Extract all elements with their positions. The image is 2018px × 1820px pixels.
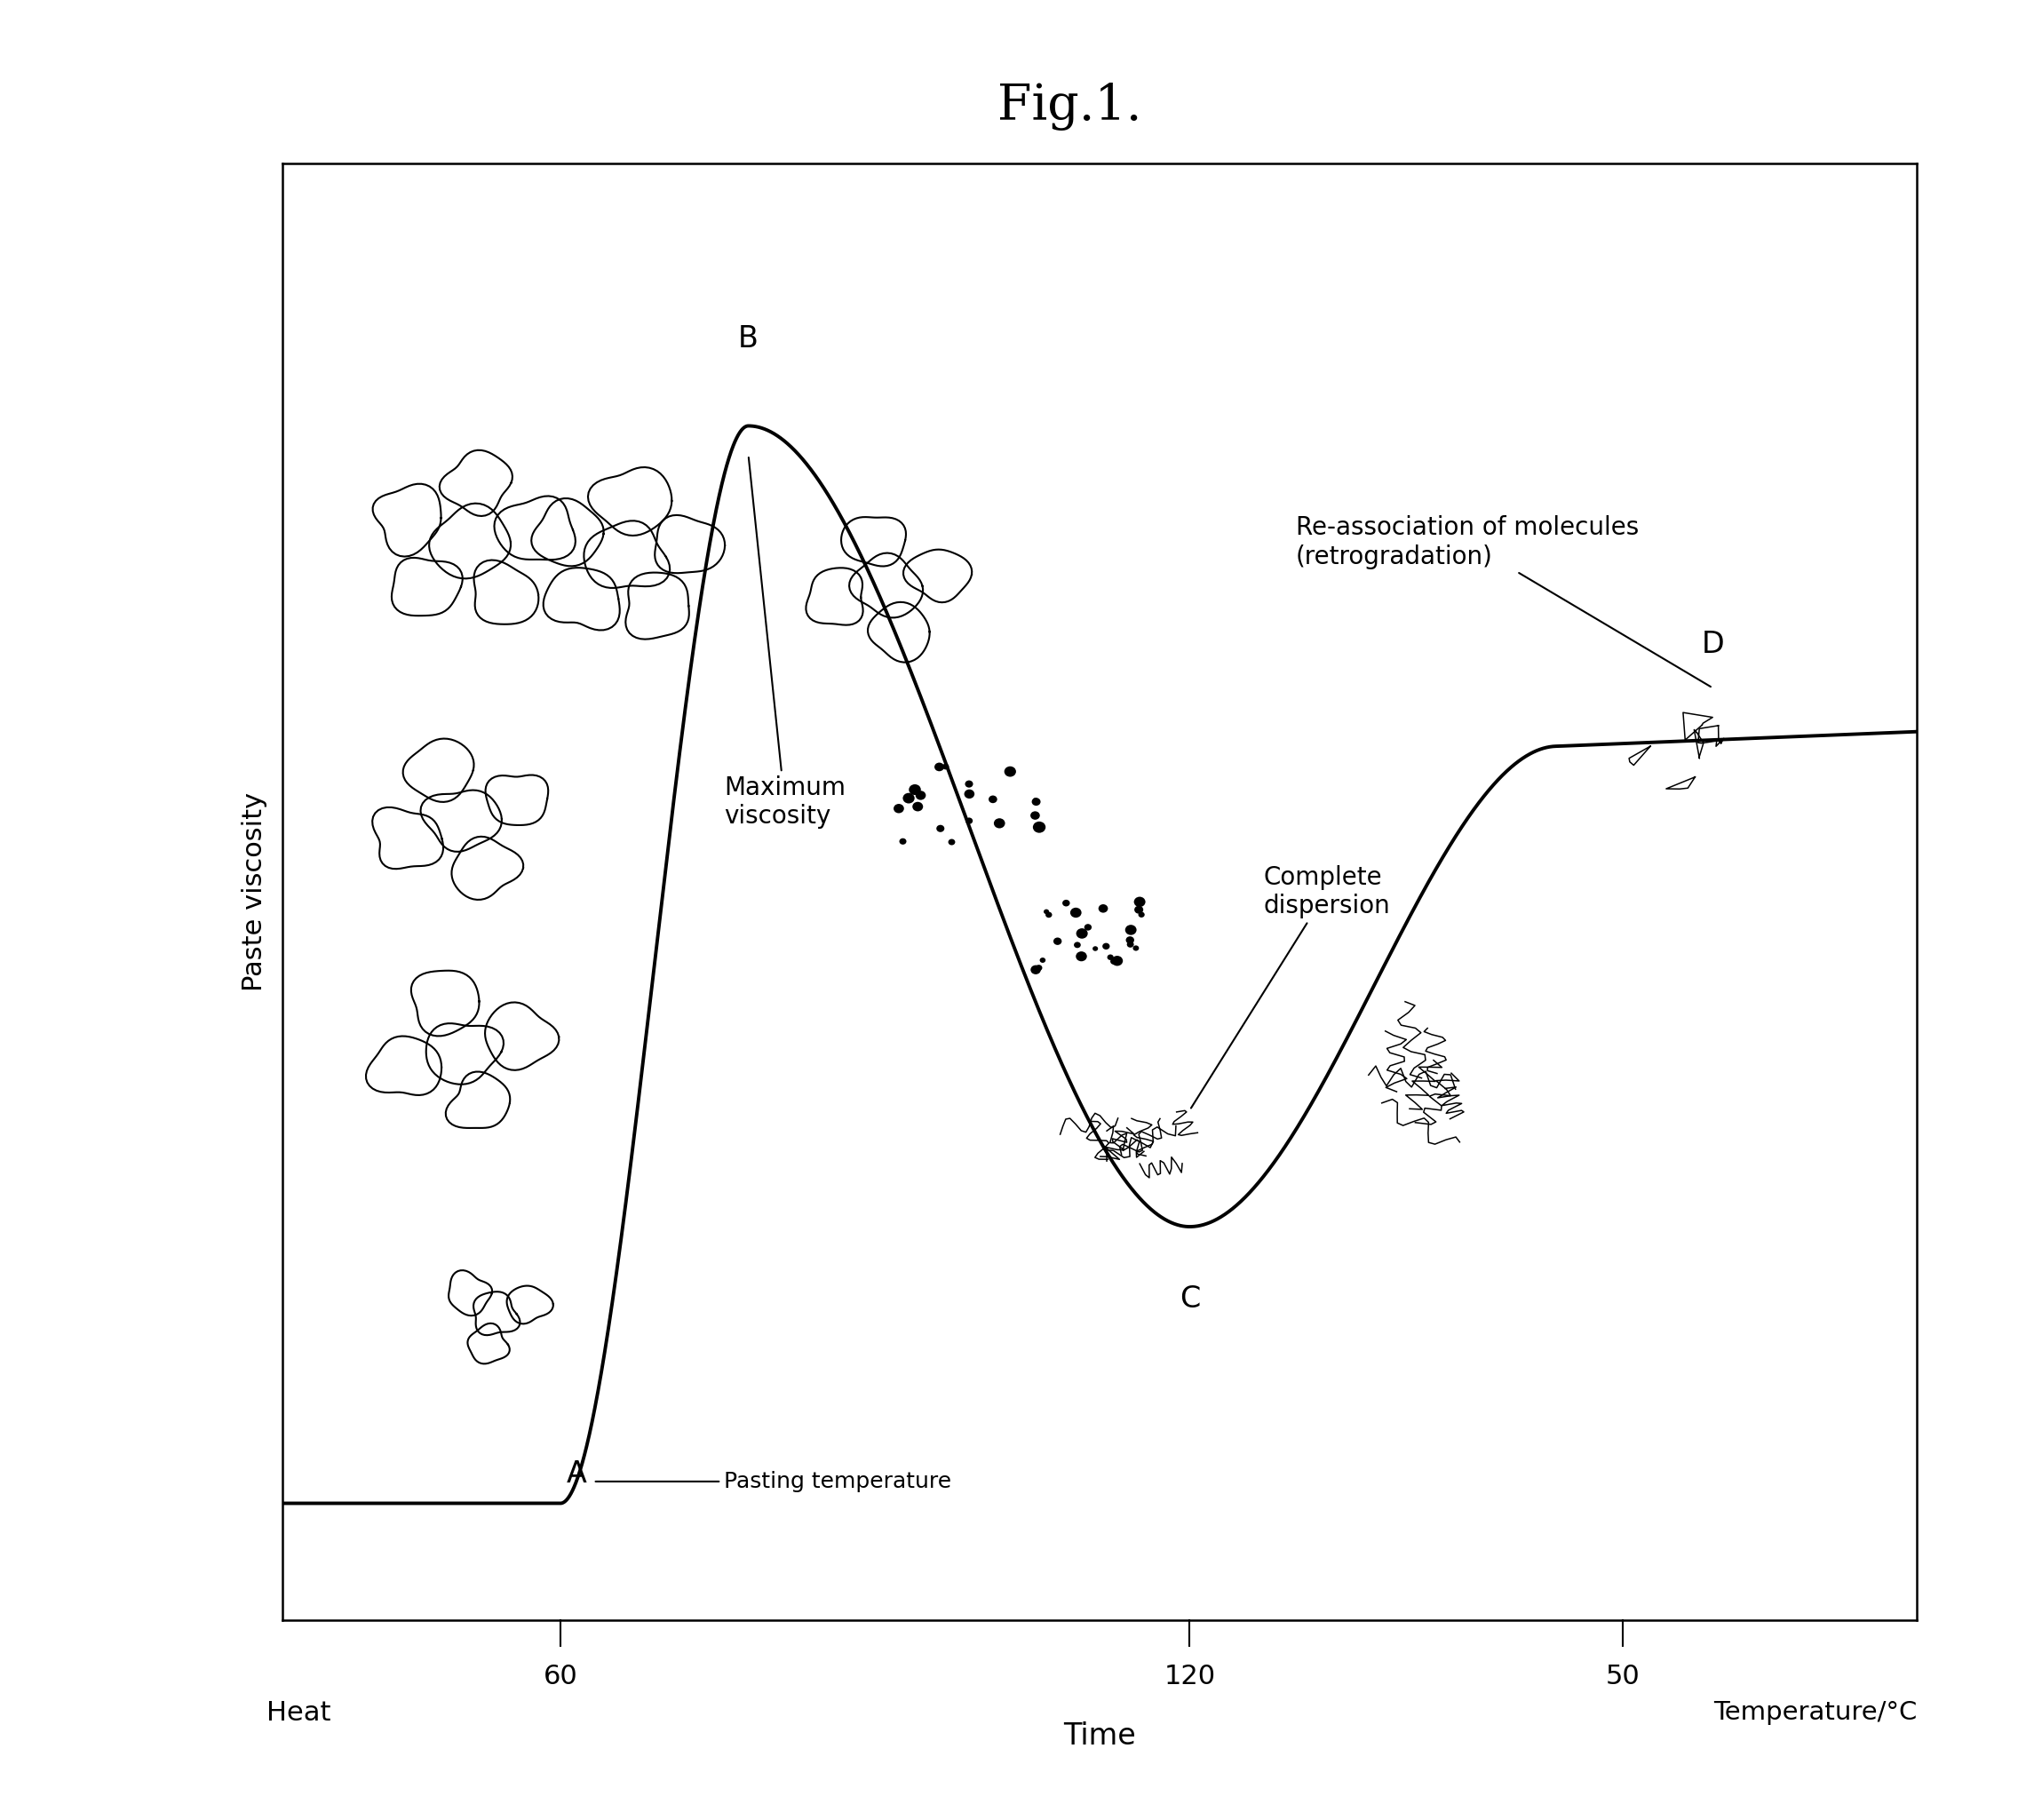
Circle shape [1043,910,1049,914]
Circle shape [912,803,922,812]
Circle shape [900,839,906,844]
Text: Time: Time [1063,1722,1136,1751]
Circle shape [989,795,997,803]
Circle shape [1126,935,1134,945]
Circle shape [1035,965,1041,970]
Circle shape [1031,965,1041,974]
Circle shape [1126,925,1136,935]
Circle shape [1132,945,1138,950]
Text: 120: 120 [1164,1663,1215,1689]
Circle shape [1074,943,1082,948]
Circle shape [894,804,904,814]
Circle shape [1098,905,1108,914]
Text: B: B [739,324,759,353]
Circle shape [902,794,914,803]
Circle shape [1126,941,1134,948]
Circle shape [1053,937,1061,945]
Text: Complete
dispersion: Complete dispersion [1191,864,1390,1108]
Circle shape [1102,943,1110,950]
Circle shape [1031,812,1039,819]
Circle shape [1061,899,1070,906]
Circle shape [1076,928,1088,939]
Text: Fig.1.: Fig.1. [997,82,1142,131]
Text: Maximum
viscosity: Maximum viscosity [724,457,846,828]
Circle shape [1138,912,1144,917]
Text: Heat: Heat [266,1700,331,1725]
Text: Temperature/°C: Temperature/°C [1713,1700,1917,1725]
Circle shape [965,790,975,799]
Text: 50: 50 [1606,1663,1641,1689]
Text: Re-association of molecules
(retrogradation): Re-association of molecules (retrogradat… [1296,515,1711,686]
Circle shape [1005,766,1015,777]
Circle shape [1092,946,1098,952]
Circle shape [965,817,973,824]
Circle shape [993,819,1005,828]
Circle shape [1084,925,1092,930]
Circle shape [1045,912,1051,917]
Text: 60: 60 [543,1663,577,1689]
Circle shape [1076,952,1088,961]
Circle shape [1110,957,1118,965]
Circle shape [1031,797,1041,806]
Text: D: D [1701,630,1723,659]
Circle shape [908,784,920,795]
Circle shape [916,790,926,801]
Circle shape [965,781,973,788]
Circle shape [1033,797,1039,803]
Circle shape [942,764,948,770]
Circle shape [1112,956,1122,966]
Circle shape [1039,957,1045,963]
Circle shape [934,763,944,772]
Circle shape [948,839,955,844]
Y-axis label: Paste viscosity: Paste viscosity [242,792,268,992]
Text: Pasting temperature: Pasting temperature [595,1471,950,1492]
Circle shape [1134,897,1146,906]
Circle shape [1134,906,1144,914]
Text: C: C [1179,1285,1201,1314]
Circle shape [1070,908,1082,917]
Circle shape [936,824,944,832]
Circle shape [1033,821,1045,834]
Circle shape [1108,954,1114,961]
Text: A: A [567,1460,587,1489]
